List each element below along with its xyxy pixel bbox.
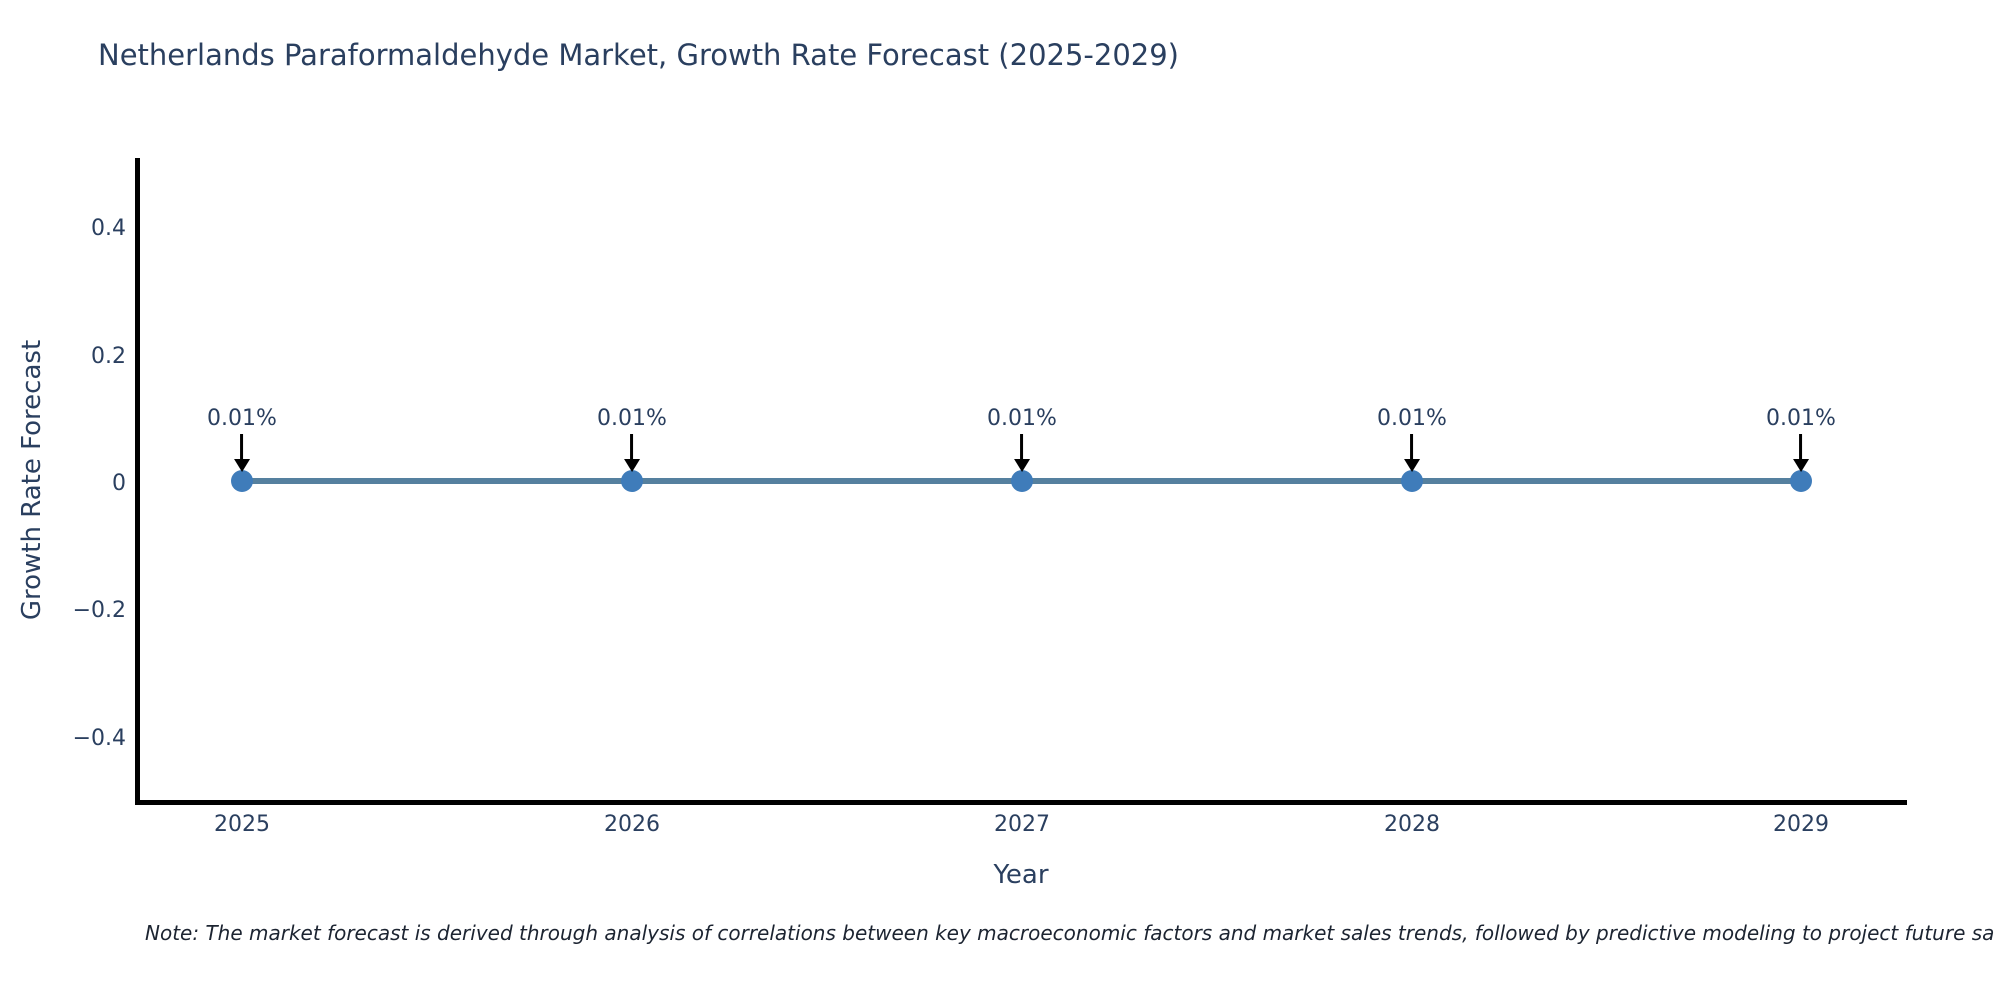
x-tick-label: 2026 [604, 812, 660, 837]
annotation-2027: 0.01% [987, 406, 1057, 472]
annotation-label: 0.01% [987, 406, 1057, 431]
annotation-label: 0.01% [1766, 406, 1836, 431]
y-axis-line [135, 158, 140, 805]
x-axis-line [135, 800, 1907, 805]
data-point-2025 [231, 470, 253, 492]
annotation-label: 0.01% [1377, 406, 1447, 431]
arrow-stem [1799, 434, 1803, 460]
annotation-2026: 0.01% [597, 406, 667, 472]
y-tick-label: −0.4 [72, 726, 126, 751]
data-point-2026 [621, 470, 643, 492]
arrow-stem [1410, 434, 1414, 460]
y-tick-label: 0.2 [91, 344, 126, 369]
x-tick-label: 2025 [214, 812, 270, 837]
annotation-2025: 0.01% [207, 406, 277, 472]
data-point-2029 [1790, 470, 1812, 492]
arrow-down-icon [1792, 459, 1809, 472]
arrow-stem [630, 434, 634, 460]
arrow-down-icon [233, 459, 250, 472]
x-tick-label: 2028 [1384, 812, 1440, 837]
arrow-down-icon [1013, 459, 1030, 472]
annotation-2029: 0.01% [1766, 406, 1836, 472]
chart-title: Netherlands Paraformaldehyde Market, Gro… [98, 38, 1180, 72]
x-axis-title: Year [993, 860, 1049, 890]
y-tick-label: −0.2 [72, 598, 126, 623]
arrow-down-icon [1403, 459, 1420, 472]
x-tick-label: 2027 [994, 812, 1050, 837]
annotation-label: 0.01% [207, 406, 277, 431]
annotation-2028: 0.01% [1377, 406, 1447, 472]
arrow-stem [240, 434, 244, 460]
y-tick-label: 0.4 [91, 216, 126, 241]
arrow-stem [1020, 434, 1024, 460]
annotation-label: 0.01% [597, 406, 667, 431]
chart-footnote: Note: The market forecast is derived thr… [145, 921, 1995, 945]
data-point-2028 [1401, 470, 1423, 492]
x-tick-label: 2029 [1773, 812, 1829, 837]
y-tick-label: 0 [112, 471, 126, 496]
arrow-down-icon [623, 459, 640, 472]
data-point-2027 [1011, 470, 1033, 492]
